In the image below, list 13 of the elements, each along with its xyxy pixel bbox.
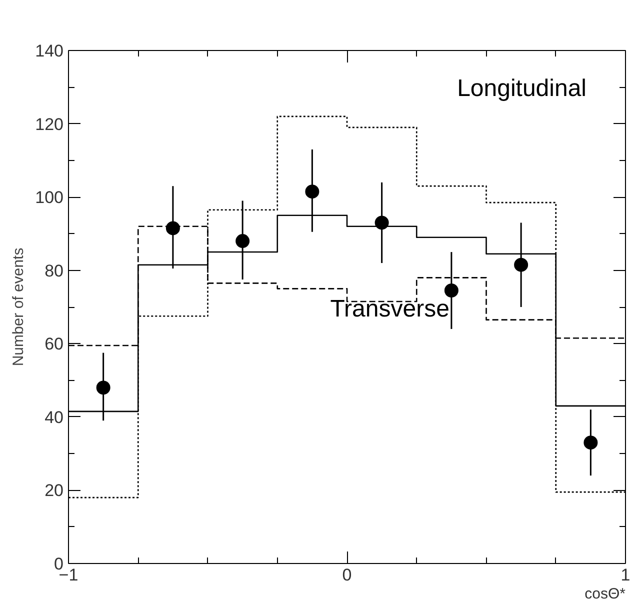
y-tick-label: 60 <box>44 334 64 354</box>
y-tick-label: 100 <box>35 188 64 208</box>
x-tick-label: 0 <box>342 566 352 584</box>
y-tick-label: 40 <box>44 408 64 427</box>
annotation: Longitudinal <box>457 74 587 102</box>
annotation: Transverse <box>330 295 450 322</box>
y-tick-label: 140 <box>35 42 64 60</box>
x-tick-label: 1 <box>620 566 630 584</box>
y-tick-label: 80 <box>44 261 64 280</box>
x-axis-title: cosΘ* <box>584 586 626 602</box>
y-tick-label: 120 <box>35 114 64 134</box>
y-axis-title: Number of events <box>10 248 28 366</box>
y-tick-label: 20 <box>44 481 64 500</box>
